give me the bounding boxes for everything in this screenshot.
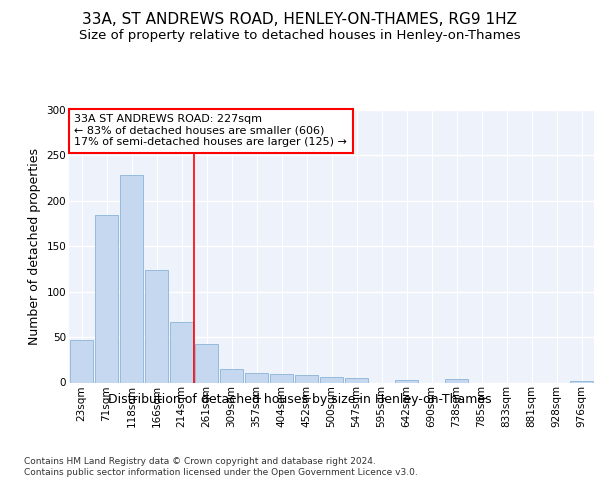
Bar	[445, 379, 468, 382]
Bar	[170, 322, 193, 382]
Bar	[570, 380, 593, 382]
Bar	[145, 270, 168, 382]
Y-axis label: Number of detached properties: Number of detached properties	[28, 148, 41, 345]
Bar	[70, 340, 93, 382]
Bar	[320, 377, 343, 382]
Bar	[95, 216, 118, 382]
Bar	[345, 378, 368, 382]
Text: Distribution of detached houses by size in Henley-on-Thames: Distribution of detached houses by size …	[108, 392, 492, 406]
Text: Size of property relative to detached houses in Henley-on-Thames: Size of property relative to detached ho…	[79, 28, 521, 42]
Bar	[245, 374, 268, 382]
Text: 33A, ST ANDREWS ROAD, HENLEY-ON-THAMES, RG9 1HZ: 33A, ST ANDREWS ROAD, HENLEY-ON-THAMES, …	[83, 12, 517, 28]
Bar	[395, 380, 418, 382]
Bar	[195, 344, 218, 383]
Text: 33A ST ANDREWS ROAD: 227sqm
← 83% of detached houses are smaller (606)
17% of se: 33A ST ANDREWS ROAD: 227sqm ← 83% of det…	[74, 114, 347, 148]
Bar	[270, 374, 293, 382]
Bar	[295, 375, 318, 382]
Bar	[220, 369, 243, 382]
Text: Contains HM Land Registry data © Crown copyright and database right 2024.
Contai: Contains HM Land Registry data © Crown c…	[24, 458, 418, 477]
Bar	[120, 176, 143, 382]
